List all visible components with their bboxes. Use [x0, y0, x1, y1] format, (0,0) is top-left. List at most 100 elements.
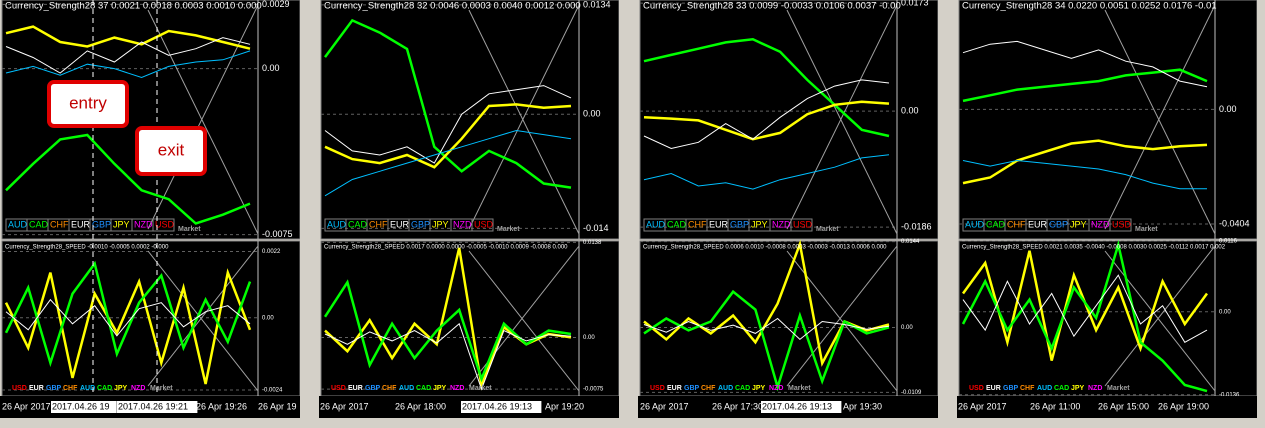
legend-entry: USD: [12, 385, 27, 392]
panel-title: Currency_Strength28 34 0.0220 0.0051 0.0…: [962, 1, 1217, 12]
separator: [619, 0, 637, 428]
trend-line: [1104, 4, 1216, 230]
legend-box: [790, 218, 813, 232]
time-label: 26 Apr 2017: [320, 401, 369, 411]
separator: [300, 0, 318, 428]
legend-entry: CHF: [382, 385, 397, 392]
y-tick-label: 0.00: [901, 105, 919, 115]
series-line: [5, 298, 251, 337]
legend-entry: GBP: [46, 385, 62, 392]
legend-entry: EUR: [986, 385, 1001, 392]
time-label: 26 Apr 11:00: [1030, 401, 1080, 411]
separator: [938, 0, 956, 428]
trend-line: [786, 4, 898, 230]
time-highlight: [461, 401, 542, 413]
legend-entry: GBP: [1049, 219, 1068, 229]
series-line: [5, 50, 251, 79]
time-label: Apr 19:20: [545, 401, 584, 411]
series-line: [5, 37, 251, 74]
legend-entry: USD: [155, 219, 175, 229]
y-tick-label: 0.00: [583, 109, 601, 119]
legend-entry: USD: [969, 385, 984, 392]
time-axis: [957, 396, 1259, 418]
legend-entry: CAD: [667, 219, 687, 229]
legend-entry: CHF: [1020, 385, 1035, 392]
series-line: [643, 289, 890, 392]
series-line: [962, 139, 1208, 185]
legend-entry: CHF: [688, 219, 707, 229]
legend-note: Market: [1135, 226, 1158, 233]
annotation-box: [135, 126, 207, 176]
time-label: 26 Apr 2017: [640, 401, 689, 411]
series-line: [643, 100, 890, 141]
series-line: [5, 133, 251, 225]
legend-entry: EUR: [29, 385, 44, 392]
legend-entry: NZD: [1091, 219, 1110, 229]
time-highlight: [761, 401, 842, 413]
legend-entry: EUR: [71, 219, 91, 229]
y-tick-label: -0.0075: [583, 387, 604, 393]
series-line: [324, 85, 572, 164]
series-line: [5, 25, 251, 50]
y-tick-label: -0.014: [583, 223, 609, 233]
y-tick-label: -0.0109: [901, 390, 922, 396]
y-tick-label: -0.0186: [901, 222, 932, 232]
legend-entry: AUD: [965, 219, 985, 229]
y-tick-label: -0.0024: [262, 388, 283, 394]
legend-entry: NZD: [131, 385, 145, 392]
y-tick-label: 0.00: [262, 315, 274, 321]
legend-entry: USD: [474, 219, 494, 229]
legend-entry: GBP: [1003, 385, 1019, 392]
legend-entry: CAD: [986, 219, 1006, 229]
legend-entry: CAD: [416, 385, 431, 392]
panel: [958, 240, 1258, 397]
series-line: [324, 322, 572, 391]
time-label: 26 Apr 19: [258, 401, 297, 411]
legend-entry: CHF: [701, 385, 716, 392]
trend-line: [1104, 9, 1216, 235]
legend-entry: GBP: [684, 385, 700, 392]
time-label: 2017.04.26 19:21: [118, 401, 188, 411]
legend-entry: CAD: [735, 385, 750, 392]
panel: [639, 240, 939, 397]
legend-entry: AUD: [8, 219, 28, 229]
series-line: [962, 40, 1208, 88]
trend-line: [468, 250, 580, 392]
series-line: [962, 68, 1208, 103]
panel-title: Currency_Strength28_SPEED 0.0017 0.0000 …: [324, 245, 568, 251]
legend-entry: AUD: [646, 219, 666, 229]
time-label: 26 Apr 17:30: [712, 401, 763, 411]
y-tick-label: 0.00: [262, 63, 280, 73]
legend-note: Market: [497, 226, 520, 233]
legend-note: Market: [150, 385, 173, 392]
series-line: [4, 268, 252, 385]
legend-entry: JPY: [1070, 219, 1087, 229]
series-line: [643, 79, 890, 150]
panel: [1, 0, 301, 240]
legend-entry: GBP: [365, 385, 381, 392]
y-tick-label: 0.0116: [1219, 239, 1238, 245]
legend-entry: EUR: [709, 219, 729, 229]
annotation-box: [47, 80, 129, 128]
legend-entry: GBP: [730, 219, 749, 229]
series-line: [643, 317, 890, 341]
series-line: [643, 38, 890, 138]
y-tick-label: 0.00: [583, 335, 595, 341]
time-label: 2017.04.26 19: [52, 401, 110, 411]
legend-entry: NZD: [134, 219, 153, 229]
legend-entry: USD: [793, 219, 813, 229]
y-tick-label: 0.0134: [583, 0, 611, 9]
legend-entry: EUR: [667, 385, 682, 392]
panel: [1, 240, 301, 397]
series-line: [961, 239, 1208, 393]
legend-entry: JPY: [114, 385, 128, 392]
trend-line: [468, 4, 580, 230]
legend-entry: CHF: [63, 385, 78, 392]
y-tick-label: 0.0022: [262, 249, 281, 255]
trend-line: [786, 9, 898, 235]
legend-note: Market: [1107, 385, 1130, 392]
time-label: 26 Apr 2017: [958, 401, 1007, 411]
separator: [1257, 0, 1265, 428]
legend-note: Market: [816, 226, 839, 233]
time-highlight: [117, 401, 198, 413]
